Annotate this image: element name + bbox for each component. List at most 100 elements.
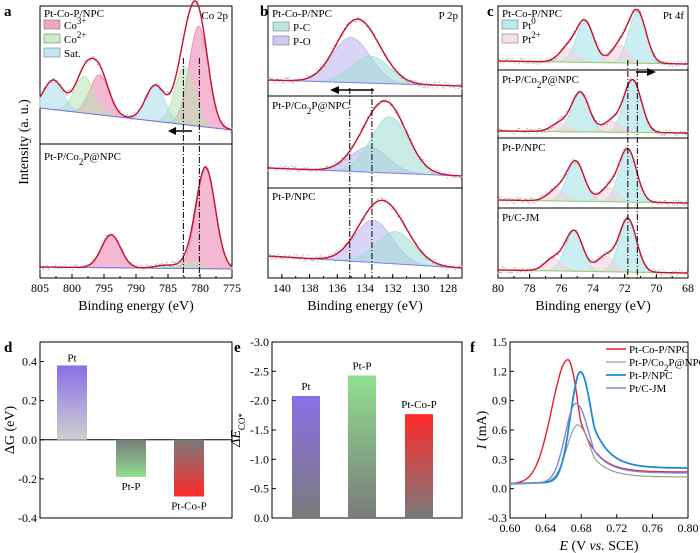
raw-data-point bbox=[154, 263, 156, 265]
raw-data-point bbox=[528, 132, 530, 134]
shift-arrow-head bbox=[330, 86, 339, 94]
x-tick-label: 74 bbox=[587, 281, 599, 295]
raw-data-point bbox=[498, 196, 500, 198]
raw-data-point bbox=[546, 191, 548, 193]
raw-data-point bbox=[64, 92, 66, 94]
raw-data-point bbox=[515, 268, 517, 270]
raw-data-point bbox=[355, 226, 358, 228]
raw-data-point bbox=[661, 134, 663, 136]
sample-label: Pt-P/NPC bbox=[502, 142, 545, 154]
y-axis-label: Intensity (a. u.) bbox=[17, 99, 32, 185]
raw-data-point bbox=[535, 271, 537, 273]
raw-data-point bbox=[148, 265, 150, 267]
raw-data-point bbox=[529, 268, 531, 270]
raw-data-point bbox=[288, 166, 290, 168]
raw-data-point bbox=[461, 88, 463, 90]
raw-data-point bbox=[559, 247, 561, 249]
raw-data-point bbox=[517, 63, 519, 65]
raw-data-point bbox=[155, 264, 157, 266]
raw-data-point bbox=[71, 269, 73, 271]
raw-data-point bbox=[354, 20, 356, 22]
raw-data-point bbox=[497, 272, 499, 274]
raw-data-point bbox=[292, 258, 295, 260]
raw-data-point bbox=[501, 272, 503, 274]
raw-data-point bbox=[509, 271, 511, 273]
raw-data-point bbox=[657, 62, 659, 64]
raw-data-point bbox=[119, 110, 121, 112]
raw-data-point bbox=[590, 263, 592, 265]
raw-data-point bbox=[666, 61, 668, 63]
legend-swatch bbox=[43, 47, 61, 58]
raw-data-point bbox=[325, 165, 327, 167]
raw-data-point bbox=[530, 197, 532, 199]
bar-category-label: Pt bbox=[67, 352, 76, 364]
raw-data-point bbox=[331, 257, 333, 259]
raw-data-point bbox=[573, 30, 575, 32]
raw-data-point bbox=[329, 253, 331, 255]
raw-data-point bbox=[572, 158, 574, 160]
raw-data-point bbox=[517, 128, 519, 130]
raw-data-point bbox=[329, 165, 331, 167]
raw-data-point bbox=[363, 219, 365, 221]
raw-data-point bbox=[552, 60, 554, 62]
raw-data-point bbox=[86, 264, 88, 266]
raw-data-point bbox=[324, 65, 326, 67]
raw-data-point bbox=[439, 266, 441, 268]
raw-data-point bbox=[639, 10, 642, 13]
raw-data-point bbox=[284, 166, 286, 168]
raw-data-point bbox=[386, 60, 388, 62]
raw-data-point bbox=[520, 271, 522, 273]
raw-data-point bbox=[672, 270, 674, 272]
raw-data-point bbox=[371, 207, 373, 209]
raw-data-point bbox=[656, 133, 658, 135]
raw-data-point bbox=[600, 258, 602, 260]
legend-swatch bbox=[43, 33, 61, 44]
raw-data-point bbox=[47, 267, 50, 269]
raw-data-point bbox=[565, 42, 567, 44]
raw-data-point bbox=[612, 245, 614, 247]
raw-data-point bbox=[509, 57, 511, 60]
raw-data-point bbox=[385, 99, 387, 101]
raw-data-point bbox=[428, 82, 430, 84]
raw-data-point bbox=[524, 272, 526, 274]
legend-label: Co2+ bbox=[64, 30, 86, 46]
raw-data-point bbox=[459, 84, 461, 86]
raw-data-point bbox=[274, 82, 276, 84]
raw-data-point bbox=[55, 81, 57, 84]
raw-data-point bbox=[540, 127, 542, 129]
raw-data-point bbox=[605, 250, 607, 252]
raw-data-point bbox=[533, 201, 535, 203]
x-tick-label: 138 bbox=[301, 281, 319, 295]
panel-letter-a: a bbox=[4, 4, 12, 20]
raw-data-point bbox=[566, 173, 568, 176]
raw-data-point bbox=[592, 259, 594, 261]
raw-data-point bbox=[147, 265, 149, 267]
raw-data-point bbox=[341, 36, 343, 38]
x-tick-label: 134 bbox=[356, 281, 374, 295]
raw-data-point bbox=[434, 168, 436, 170]
raw-data-point bbox=[550, 188, 553, 190]
legend-label: P-O bbox=[293, 36, 311, 48]
raw-data-point bbox=[67, 94, 69, 96]
raw-data-point bbox=[128, 117, 130, 119]
raw-data-point bbox=[562, 175, 564, 177]
raw-data-point bbox=[146, 264, 148, 266]
raw-data-point bbox=[679, 65, 681, 67]
sample-label: Pt-Co-P/NPC bbox=[272, 8, 332, 20]
raw-data-point bbox=[598, 256, 600, 258]
raw-data-point bbox=[124, 259, 126, 261]
raw-data-point bbox=[668, 66, 670, 68]
raw-data-point bbox=[230, 263, 232, 265]
x-tick-label: 72 bbox=[619, 281, 631, 295]
xps-panel-a: Pt-Co-P/NPC Pt-P/Co2P@NPC 805 800 795 790 785 7… bbox=[31, 0, 241, 314]
raw-data-point bbox=[372, 107, 375, 109]
raw-data-point bbox=[282, 258, 284, 260]
raw-data-point bbox=[498, 271, 500, 274]
raw-data-point bbox=[416, 243, 418, 245]
raw-data-point bbox=[666, 203, 668, 205]
peak-component-Pt0 bbox=[497, 218, 689, 274]
peak-component-Co3 bbox=[39, 168, 233, 270]
raw-data-point bbox=[323, 258, 325, 260]
raw-data-point bbox=[635, 10, 637, 12]
x-tick-label: 68 bbox=[682, 281, 694, 295]
